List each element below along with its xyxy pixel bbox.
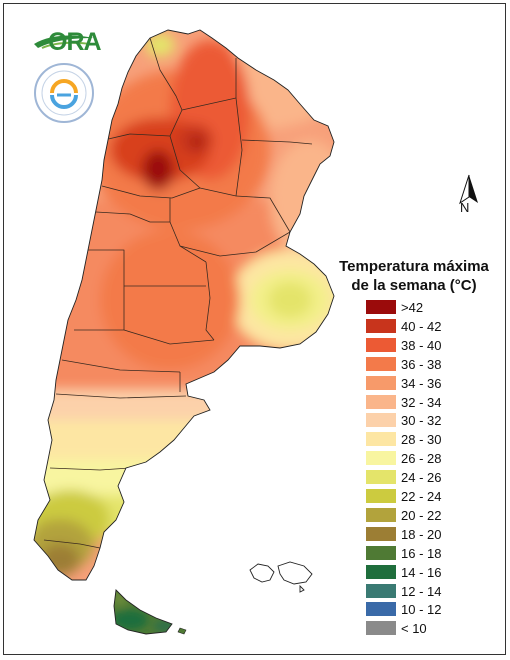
legend-item: < 10 <box>366 620 506 637</box>
legend-swatch <box>366 489 396 503</box>
legend-item: 32 - 34 <box>366 394 506 411</box>
legend-label: 38 - 40 <box>401 337 442 353</box>
legend-item: 26 - 28 <box>366 450 506 467</box>
legend-swatch <box>366 337 396 352</box>
legend-swatch <box>366 394 396 409</box>
legend-swatch <box>366 432 396 447</box>
legend-swatch <box>366 602 396 617</box>
smn-seal-icon <box>34 63 94 123</box>
legend-label: 26 - 28 <box>401 451 442 467</box>
legend-item: 40 - 42 <box>366 318 506 335</box>
ora-logo-swoosh-icon <box>34 35 94 49</box>
legend-item: 30 - 32 <box>366 412 506 429</box>
legend-item: 22 - 24 <box>366 488 506 505</box>
legend-label: 14 - 16 <box>401 564 442 580</box>
legend-label: 24 - 26 <box>401 470 442 486</box>
legend-swatch <box>366 621 396 636</box>
legend-label: 18 - 20 <box>401 526 442 542</box>
map-frame <box>3 3 506 655</box>
legend-swatch <box>366 318 396 333</box>
legend-item: 18 - 20 <box>366 526 506 543</box>
north-label: N <box>460 200 470 215</box>
legend-label: 40 - 42 <box>401 318 442 334</box>
legend-swatch <box>366 413 396 428</box>
legend-label: >42 <box>401 300 424 315</box>
tierra-del-fuego <box>114 590 172 634</box>
legend-swatch <box>366 583 396 598</box>
legend-item: 10 - 12 <box>366 601 506 618</box>
legend-item: 16 - 18 <box>366 545 506 562</box>
legend-label: 34 - 36 <box>401 375 442 391</box>
legend-item: 38 - 40 <box>366 337 506 354</box>
legend-item: 36 - 38 <box>366 356 506 373</box>
legend-swatch <box>366 507 396 522</box>
legend-item: 14 - 16 <box>366 564 506 581</box>
legend-item: 24 - 26 <box>366 469 506 486</box>
legend-label: 16 - 18 <box>401 545 442 561</box>
legend-title-line-1: Temperatura máxima <box>339 258 489 275</box>
legend-item: 12 - 14 <box>366 583 506 600</box>
legend-item: 20 - 22 <box>366 507 506 524</box>
legend-label: 22 - 24 <box>401 489 442 504</box>
legend-swatch <box>366 356 396 371</box>
malvinas-islands <box>249 561 313 593</box>
legend-swatch <box>366 470 396 485</box>
legend-item: 28 - 30 <box>366 431 506 448</box>
legend-label: 30 - 32 <box>401 413 442 429</box>
legend-swatch <box>366 526 396 541</box>
legend-label: 36 - 38 <box>401 356 442 372</box>
legend-label: 20 - 22 <box>401 507 442 523</box>
legend-swatch <box>366 375 396 390</box>
north-arrow-icon <box>459 174 478 205</box>
ora-logo-text: ORA <box>48 28 102 56</box>
legend-item: 34 - 36 <box>366 375 506 392</box>
legend-item: >42 <box>366 299 506 316</box>
legend-swatch <box>366 545 396 560</box>
legend-swatch <box>366 451 396 466</box>
legend-title: Temperatura máxima de la semana (°C) <box>326 257 502 295</box>
legend-label: 12 - 14 <box>401 583 442 599</box>
legend-swatch <box>366 564 396 579</box>
legend-swatch <box>366 300 396 314</box>
legend-label: 10 - 12 <box>401 602 442 618</box>
argentina-outline <box>33 29 335 581</box>
legend-label: 28 - 30 <box>401 432 442 448</box>
province-borders <box>43 37 313 549</box>
legend-label: 32 - 34 <box>401 394 442 410</box>
legend-label: < 10 <box>401 621 427 637</box>
legend-title-line-2: de la semana (°C) <box>351 277 477 294</box>
